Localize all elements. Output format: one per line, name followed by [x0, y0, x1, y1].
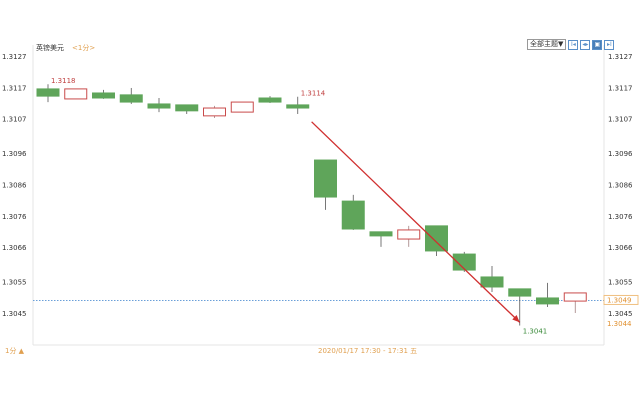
trend-arrow-line [311, 121, 521, 323]
trend-arrow-head [512, 315, 520, 323]
candle-body [258, 97, 282, 103]
y-tick-left: 1.3086 [2, 181, 27, 189]
y-tick-right: 1.3045 [608, 310, 633, 318]
y-tick-right: 1.3055 [608, 279, 633, 287]
candle-body [147, 103, 171, 109]
candle-body [341, 200, 365, 230]
candle-body [175, 104, 199, 112]
y-tick-right: 1.3127 [608, 53, 633, 61]
candle-body [425, 225, 448, 252]
y-tick-left: 1.3096 [2, 150, 27, 158]
candle-body [36, 88, 60, 97]
y-tick-right: 1.3117 [608, 84, 633, 92]
theme-select[interactable]: 全部主题▼ [527, 39, 567, 50]
candle-body [452, 253, 476, 271]
candle-body [536, 297, 559, 305]
candle-body [314, 159, 337, 198]
y-tick-left: 1.3055 [2, 279, 27, 287]
candle-body [563, 292, 587, 302]
current-price-label: 1.3049 [607, 296, 632, 304]
candle-body [508, 288, 532, 297]
candle-body [397, 229, 421, 240]
candle-body [230, 101, 254, 113]
fit-icon[interactable]: ▣ [592, 39, 603, 50]
y-tick-left: 1.3107 [2, 116, 27, 124]
chart-title: 英镑美元 [36, 43, 64, 52]
y-tick-left: 1.3076 [2, 213, 27, 221]
chart-toolbar: 全部主题▼ I◂ ◂▸ ▣ ▸I [527, 39, 615, 50]
y-tick-right: 1.3086 [608, 181, 633, 189]
y-tick-left: 1.3045 [2, 310, 27, 318]
candle-body [369, 231, 393, 237]
period-selector[interactable]: 1分 ▲ [5, 346, 25, 355]
y-tick-right: 1.3076 [608, 213, 633, 221]
first-icon[interactable]: I◂ [568, 39, 579, 50]
high-price-label: 1.3114 [301, 90, 326, 98]
candle-body [286, 104, 310, 109]
candle-body [92, 92, 115, 99]
current-price-box [603, 294, 639, 305]
y-tick-left: 1.3066 [2, 244, 27, 252]
low-price-label: 1.3041 [523, 328, 548, 336]
candle-body [480, 276, 504, 288]
price-label: 1.3044 [607, 320, 632, 328]
high-price-label: 1.3118 [51, 77, 76, 85]
y-tick-right: 1.3066 [608, 244, 633, 252]
candle-body [64, 88, 88, 100]
chart-period: <1分> [72, 43, 95, 52]
candle-body [119, 94, 143, 103]
y-tick-right: 1.3107 [608, 116, 633, 124]
last-icon[interactable]: ▸I [604, 39, 615, 50]
y-tick-left: 1.3117 [2, 84, 27, 92]
y-tick-right: 1.3096 [608, 150, 633, 158]
y-tick-left: 1.3127 [2, 53, 27, 61]
scroll-icon[interactable]: ◂▸ [580, 39, 591, 50]
candle-body [203, 107, 226, 117]
x-axis-label: 2020/01/17 17:30 - 17:31 五 [318, 347, 417, 355]
